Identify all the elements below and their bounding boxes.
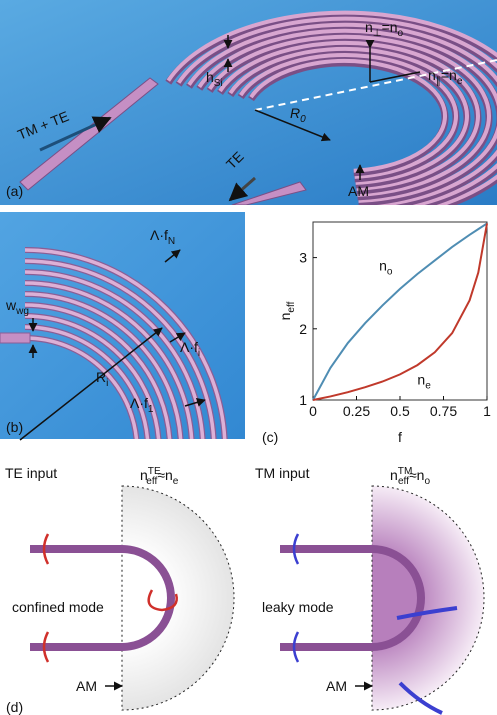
text-run: Λ·f xyxy=(150,227,168,243)
text-run: =n xyxy=(441,67,457,83)
index-label: nTEeff≈ne xyxy=(140,466,179,487)
text-run: n xyxy=(365,19,373,35)
text-run: n xyxy=(277,313,293,321)
x-tick-label: 0.5 xyxy=(390,403,410,419)
mode-label: leaky mode xyxy=(262,599,334,615)
text-run: n xyxy=(379,257,387,273)
text-sub: wg xyxy=(15,306,29,317)
text-run: R xyxy=(96,369,106,385)
text-sub: e xyxy=(173,476,179,487)
text-sub: eff xyxy=(398,476,409,487)
text-sub: o xyxy=(387,266,393,277)
text-sub: 1 xyxy=(148,404,154,415)
y-tick-label: 3 xyxy=(299,250,307,266)
text-sub: eff xyxy=(286,301,297,312)
y-tick-label: 1 xyxy=(299,392,307,408)
text-sub: i xyxy=(198,348,200,359)
text-run: Λ·f xyxy=(130,395,148,411)
text-sub: o xyxy=(398,28,404,39)
waveguide xyxy=(0,333,30,343)
figure: TM + TEhSin⊥=non∥=neR0TEAM(a)Λ·fNwwgΛ·fi… xyxy=(0,0,497,715)
panel-label: (b) xyxy=(6,419,23,435)
x-axis-label: f xyxy=(398,429,402,445)
input-label: TE input xyxy=(5,465,57,481)
text-sub: ⊥ xyxy=(373,28,382,39)
text-sub: i xyxy=(106,378,108,389)
text-sub: e xyxy=(457,76,463,87)
text-run: n xyxy=(417,371,425,387)
text-run: n xyxy=(428,67,436,83)
am-label: AM xyxy=(76,678,97,694)
text-run: R xyxy=(290,105,300,121)
am-label: AM xyxy=(348,183,369,199)
mode-region xyxy=(122,486,234,710)
x-tick-label: 1 xyxy=(483,403,491,419)
x-tick-label: 0.25 xyxy=(343,403,370,419)
text-run: ≈n xyxy=(157,467,172,483)
text-sub: N xyxy=(168,236,175,247)
x-tick-label: 0 xyxy=(309,403,317,419)
text-run: h xyxy=(206,69,214,85)
mode-label: confined mode xyxy=(12,599,104,615)
y-axis-label: neff xyxy=(277,301,297,320)
mode-profile xyxy=(44,534,48,662)
panel-label: (a) xyxy=(6,183,23,199)
mode-region xyxy=(372,486,484,710)
mode-profile xyxy=(294,534,298,662)
text-run: n xyxy=(390,467,398,483)
y-tick-label: 2 xyxy=(299,321,307,337)
panel-label: (d) xyxy=(6,699,23,715)
text-sub: Si xyxy=(214,78,223,89)
text-sub: o xyxy=(424,476,430,487)
text-run: Λ·f xyxy=(180,339,198,355)
text-sub: 0 xyxy=(300,114,306,125)
panel-label: (c) xyxy=(262,429,278,445)
text-run: =n xyxy=(382,19,398,35)
am-label: AM xyxy=(326,678,347,694)
text-run: ≈n xyxy=(409,467,424,483)
x-tick-label: 0.75 xyxy=(430,403,457,419)
text-sub: eff xyxy=(146,476,157,487)
input-label: TM input xyxy=(255,465,310,481)
text-sub: e xyxy=(425,380,431,391)
